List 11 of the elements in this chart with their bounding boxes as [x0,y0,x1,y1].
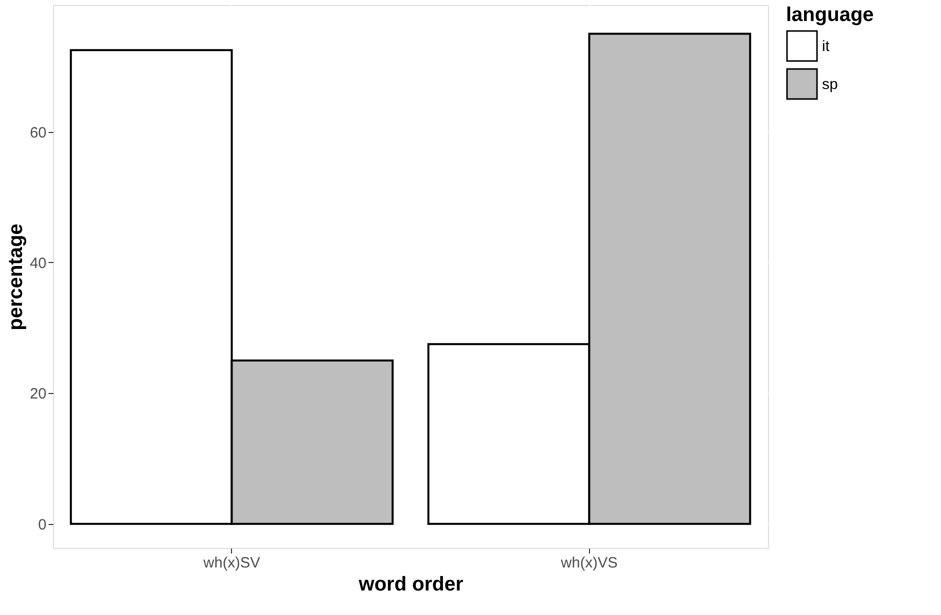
legend-title: language [786,4,874,26]
legend-label: it [822,38,830,55]
y-tick-label: 20 [30,386,46,403]
y-tick-label: 40 [30,254,46,272]
y-axis-title: percentage [4,224,27,330]
x-tick-label: wh(x)VS [560,554,618,572]
y-tick-label: 60 [30,124,46,142]
y-tick-label: 0 [38,516,46,534]
x-axis-title: word order [358,574,464,596]
legend-label: sp [822,76,838,93]
x-tick-label: wh(x)SV [202,554,260,572]
